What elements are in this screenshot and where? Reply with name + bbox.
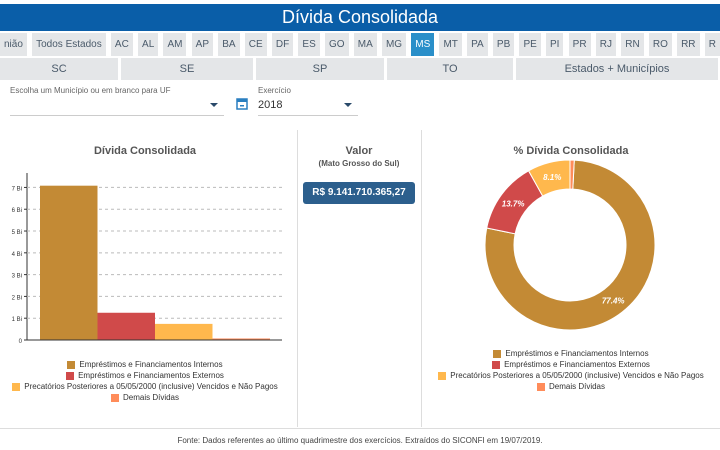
state-tabs-row2: SC SE SP TO Estados + Municípios (0, 58, 720, 80)
legend-swatch (492, 360, 501, 369)
tab-estados-munic-pios[interactable]: Estados + Municípios (516, 58, 718, 80)
y-tick-label: 3 Bi (12, 274, 22, 280)
pie-chart-title: % Dívida Consolidada (513, 145, 629, 157)
legend-swatch (438, 371, 447, 380)
legend-label: Demais Dívidas (122, 393, 179, 402)
legend-label: Precatórios Posteriores a 05/05/2000 (in… (24, 382, 278, 391)
exercicio-value: 2018 (258, 99, 283, 111)
legend-swatch (67, 360, 76, 369)
legend-item[interactable]: Demais Dívidas (0, 393, 290, 402)
legend-item[interactable]: Empréstimos e Financiamentos Internos (422, 349, 720, 358)
bar[interactable] (40, 185, 98, 340)
tab-rr[interactable]: RR (677, 33, 700, 56)
divider (421, 130, 422, 427)
y-tick-label: 0 (19, 339, 23, 345)
state-tabs: nião Todos Estados AC AL AM AP BA CE DF ES GO MA MG M… (0, 33, 720, 56)
legend-label: Empréstimos e Financiamentos Externos (504, 360, 650, 369)
tab-to[interactable]: TO (387, 58, 513, 80)
legend-item[interactable]: Demais Dívidas (422, 382, 720, 391)
legend-label: Empréstimos e Financiamentos Externos (78, 371, 224, 380)
tab-pr[interactable]: PR (568, 33, 591, 56)
legend-swatch (493, 349, 502, 358)
donut-slice[interactable] (484, 160, 656, 331)
tab-ms[interactable]: MS (411, 33, 435, 56)
tab-pe[interactable]: PE (519, 33, 541, 56)
legend-item[interactable]: Precatórios Posteriores a 05/05/2000 (in… (0, 382, 290, 391)
legend-item[interactable]: Precatórios Posteriores a 05/05/2000 (in… (422, 371, 720, 380)
page-title: Dívida Consolidada (0, 4, 720, 31)
chevron-down-icon (344, 103, 352, 107)
tab-todos-estados[interactable]: Todos Estados (32, 33, 106, 56)
legend-swatch (66, 371, 75, 380)
tab-ro[interactable]: RO (648, 33, 672, 56)
tab-r[interactable]: R (704, 33, 720, 56)
y-tick-label: 2 Bi (12, 295, 22, 301)
tab-mt[interactable]: MT (439, 33, 462, 56)
pie-legend: Empréstimos e Financiamentos Internos Emp… (422, 349, 720, 393)
legend-label: Precatórios Posteriores a 05/05/2000 (in… (450, 371, 704, 380)
bar[interactable] (97, 312, 156, 340)
y-tick-label: 1 Bi (12, 317, 22, 323)
y-tick-label: 4 Bi (12, 252, 22, 258)
tab-ma[interactable]: MA (353, 33, 377, 56)
legend-swatch (12, 382, 21, 391)
bar[interactable] (212, 338, 271, 340)
tab-rn[interactable]: RN (621, 33, 644, 56)
bar-chart-title: Dívida Consolidada (93, 145, 197, 157)
tab-df[interactable]: DF (271, 33, 294, 56)
tab-nião[interactable]: nião (0, 33, 27, 56)
tab-pb[interactable]: PB (492, 33, 515, 56)
tab-am[interactable]: AM (163, 33, 187, 56)
donut-slice[interactable] (569, 160, 575, 190)
valor-amount: R$ 9.141.710.365,27 (303, 182, 415, 204)
tab-sp[interactable]: SP (256, 58, 384, 80)
legend-item[interactable]: Empréstimos e Financiamentos Externos (0, 371, 290, 380)
tab-al[interactable]: AL (138, 33, 159, 56)
tab-mg[interactable]: MG (381, 33, 407, 56)
bar[interactable] (155, 323, 213, 340)
legend-label: Empréstimos e Financiamentos Internos (79, 360, 223, 369)
y-tick-label: 5 Bi (12, 230, 22, 236)
footer-source: Fonte: Dados referentes ao último quadri… (177, 436, 543, 445)
y-tick-label: 7 Bi (12, 186, 22, 192)
legend-swatch (536, 382, 545, 391)
divider (0, 428, 720, 429)
y-tick-label: 6 Bi (12, 208, 22, 214)
slice-label: 77.4% (602, 297, 625, 306)
legend-label: Demais Dívidas (548, 382, 605, 391)
tab-ba[interactable]: BA (218, 33, 240, 56)
tab-go[interactable]: GO (324, 33, 349, 56)
bar-legend: Empréstimos e Financiamentos Internos Emp… (0, 360, 290, 404)
legend-label: Empréstimos e Financiamentos Internos (505, 349, 649, 358)
calendar-icon (236, 98, 248, 110)
tab-se[interactable]: SE (121, 58, 253, 80)
divider (297, 130, 298, 427)
municipio-select[interactable] (10, 96, 224, 116)
valor-title: Valor (345, 145, 373, 157)
tab-ap[interactable]: AP (191, 33, 214, 56)
tab-pa[interactable]: PA (467, 33, 488, 56)
donut-chart: 77.4% 13.7% 8.1% (484, 160, 656, 331)
tab-ac[interactable]: AC (110, 33, 133, 56)
slice-label: 13.7% (502, 199, 525, 208)
legend-item[interactable]: Empréstimos e Financiamentos Externos (422, 360, 720, 369)
tab-ce[interactable]: CE (244, 33, 267, 56)
municipio-label: Escolha um Município ou em branco para U… (10, 86, 171, 95)
tab-sc[interactable]: SC (0, 58, 118, 80)
bar-chart: 0 1 Bi 2 Bi 3 Bi 4 Bi 5 Bi 6 Bi 7 Bi (12, 173, 282, 345)
valor-subtitle: (Mato Grosso do Sul) (318, 159, 400, 168)
chevron-down-icon (210, 103, 218, 107)
exercicio-select[interactable]: 2018 (258, 96, 358, 116)
tab-rj[interactable]: RJ (595, 33, 617, 56)
exercicio-label: Exercício (258, 86, 291, 95)
slice-label: 8.1% (543, 173, 561, 182)
legend-swatch (110, 393, 119, 402)
tab-es[interactable]: ES (298, 33, 320, 56)
legend-item[interactable]: Empréstimos e Financiamentos Internos (0, 360, 290, 369)
tab-pi[interactable]: PI (546, 33, 564, 56)
